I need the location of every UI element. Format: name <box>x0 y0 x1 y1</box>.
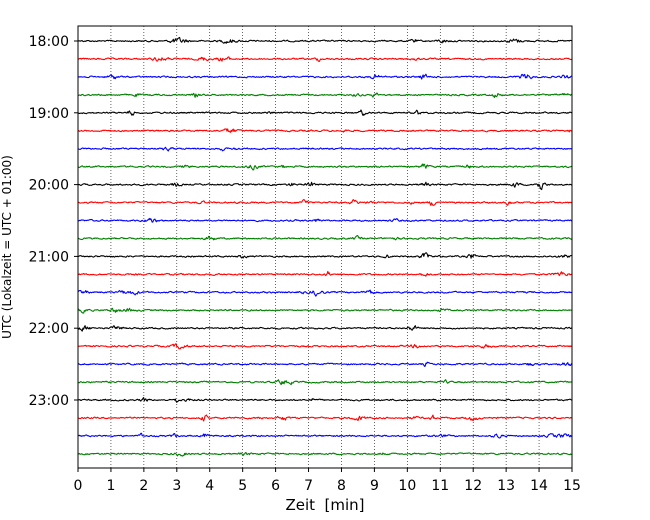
y-axis-ticks: 18:00 19:00 20:00 21:00 22:00 23:00 <box>29 34 78 409</box>
trace-row-16 <box>77 307 573 314</box>
trace-row-13 <box>77 252 573 259</box>
trace-row-10 <box>77 199 573 206</box>
x-tick-label-9: 9 <box>370 478 379 494</box>
x-tick-label-7: 7 <box>304 478 313 494</box>
x-tick-label-2: 2 <box>139 478 148 494</box>
trace-row-12 <box>77 234 573 241</box>
trace-row-24 <box>77 451 573 457</box>
trace-row-8 <box>77 163 573 171</box>
y-tick-label-4: 22:00 <box>29 321 69 337</box>
y-tick-label-2: 20:00 <box>29 178 69 194</box>
y-tick-label-0: 18:00 <box>29 34 69 50</box>
trace-row-17 <box>77 325 573 332</box>
x-tick-label-13: 13 <box>497 478 515 494</box>
x-tick-label-5: 5 <box>238 478 247 494</box>
y-tick-label-3: 21:00 <box>29 249 69 265</box>
x-tick-label-14: 14 <box>530 478 548 494</box>
x-tick-label-15: 15 <box>563 478 581 494</box>
trace-row-23 <box>77 432 573 439</box>
x-tick-label-0: 0 <box>74 478 83 494</box>
trace-row-22 <box>77 414 573 422</box>
x-tick-label-11: 11 <box>431 478 449 494</box>
trace-row-14 <box>77 270 573 277</box>
x-tick-label-12: 12 <box>464 478 482 494</box>
trace-row-6 <box>77 128 573 133</box>
trace-rows <box>77 36 573 457</box>
plot-frame <box>77 25 573 469</box>
x-tick-label-10: 10 <box>398 478 416 494</box>
y-axis-label: UTC (Lokalzeit = UTC + 01:00) <box>0 155 14 339</box>
trace-row-20 <box>77 379 573 386</box>
y-tick-label-1: 19:00 <box>29 106 69 122</box>
trace-row-9 <box>77 181 573 191</box>
x-tick-label-4: 4 <box>205 478 214 494</box>
trace-row-11 <box>77 217 573 223</box>
trace-row-3 <box>77 73 573 80</box>
x-axis-ticks: 0 1 2 3 4 5 6 7 8 9 10 11 12 13 14 15 <box>74 468 581 494</box>
x-tick-label-3: 3 <box>172 478 181 494</box>
x-axis-label: Zeit [min] <box>285 496 364 514</box>
trace-row-5 <box>77 109 573 116</box>
y-tick-label-5: 23:00 <box>29 393 69 409</box>
trace-row-4 <box>77 92 573 99</box>
trace-row-7 <box>77 146 573 152</box>
trace-row-19 <box>77 361 573 367</box>
trace-row-18 <box>77 343 573 350</box>
trace-row-1 <box>77 36 573 44</box>
x-tick-label-1: 1 <box>106 478 115 494</box>
x-tick-label-6: 6 <box>271 478 280 494</box>
vertical-gridlines <box>110 26 540 468</box>
x-tick-label-8: 8 <box>337 478 346 494</box>
trace-row-2 <box>77 56 573 62</box>
trace-row-21 <box>77 397 573 403</box>
trace-row-15 <box>77 289 573 297</box>
